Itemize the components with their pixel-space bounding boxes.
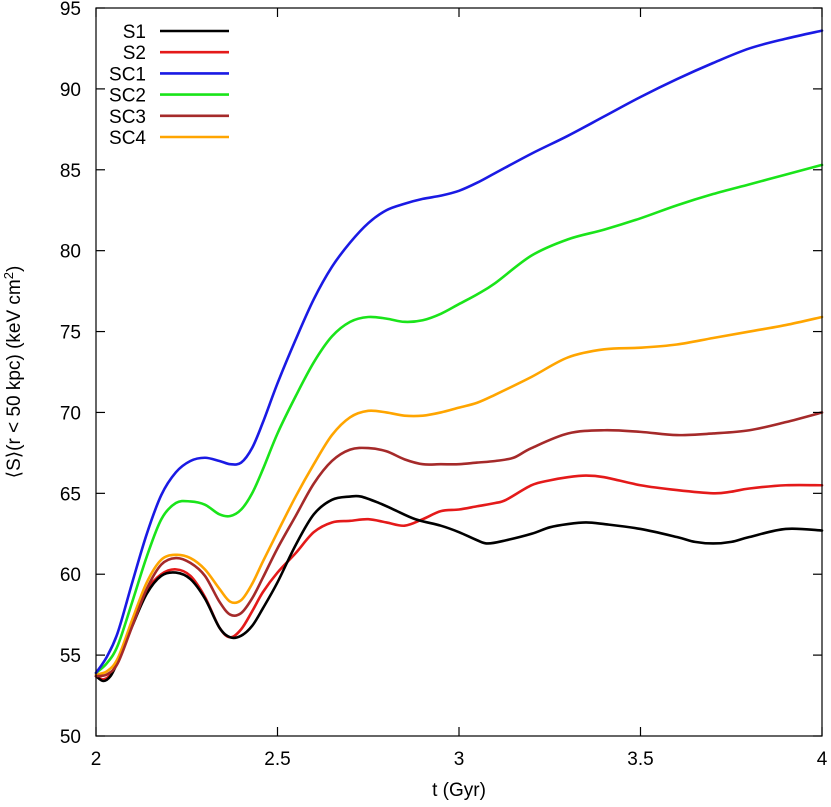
series-line-sc1 xyxy=(94,29,824,675)
y-axis-label: ⟨S⟩(r < 50 kpc) (keV cm2) xyxy=(1,266,25,479)
x-tick-label: 2.5 xyxy=(264,749,290,770)
legend-label-sc2: SC2 xyxy=(109,86,146,107)
y-tick-label: 85 xyxy=(60,161,81,182)
legend-label-s2: S2 xyxy=(123,43,146,64)
series-line-sc4 xyxy=(94,315,824,676)
x-tick-label: 4 xyxy=(817,749,828,770)
series-line-s2 xyxy=(94,474,824,681)
plot-frame xyxy=(95,7,823,737)
series-line-s1 xyxy=(94,494,824,683)
y-tick-label: 95 xyxy=(60,0,81,20)
legend-label-s1: S1 xyxy=(123,22,146,43)
y-tick-label: 55 xyxy=(60,646,81,667)
tick-layer: 2 2.5 3 3.5 4 50 55 60 65 70 75 80 85 90 95 xyxy=(60,0,828,770)
series-line-sc2 xyxy=(94,163,824,675)
x-tick-label: 2 xyxy=(91,749,102,770)
y-axis-label-main: ⟨S⟩(r < 50 kpc) (keV cm xyxy=(4,279,25,478)
series-line-sc3 xyxy=(94,411,824,678)
x-tick-label: 3 xyxy=(454,749,465,770)
legend-label-sc1: SC1 xyxy=(109,64,146,85)
y-tick-label: 50 xyxy=(60,727,81,748)
y-tick-label: 60 xyxy=(60,565,81,586)
y-tick-label: 75 xyxy=(60,323,81,344)
x-tick-label: 3.5 xyxy=(627,749,653,770)
y-tick-label: 90 xyxy=(60,80,81,101)
y-tick-label: 80 xyxy=(60,242,81,263)
legend-label-sc3: SC3 xyxy=(109,107,146,128)
series-layer xyxy=(94,29,824,683)
y-axis-label-close: ) xyxy=(4,266,25,272)
y-tick-label: 65 xyxy=(60,484,81,505)
x-axis-label: t (Gyr) xyxy=(432,780,486,801)
y-axis-label-superscript: 2 xyxy=(1,272,16,279)
legend-label-sc4: SC4 xyxy=(109,128,146,149)
y-tick-label: 70 xyxy=(60,403,81,424)
